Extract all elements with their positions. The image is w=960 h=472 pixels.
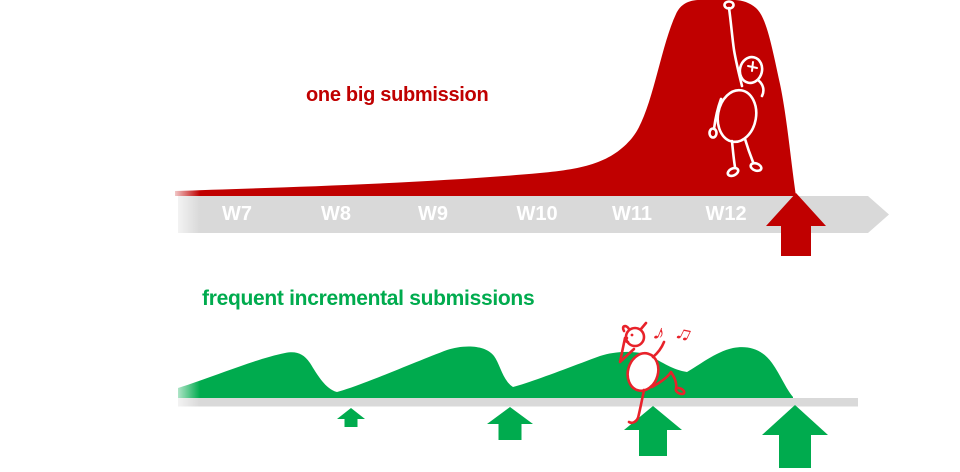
big-submission-curve <box>175 0 796 196</box>
submission-arrow-4-icon <box>762 405 828 468</box>
week-label-w8: W8 <box>321 203 351 225</box>
bottom-title: frequent incremental submissions <box>202 287 535 310</box>
week-label-w12: W12 <box>705 203 747 225</box>
deadline-arrow-icon <box>766 193 826 256</box>
submission-arrow-1-icon <box>337 408 365 427</box>
top-timeline-bar <box>178 196 889 233</box>
week-label-w11: W11 <box>611 203 653 225</box>
incremental-submissions-curve <box>178 346 793 399</box>
hanged-stick-figure-icon <box>708 0 765 178</box>
fade-overlay-top <box>168 178 200 238</box>
submission-arrow-2-icon <box>487 407 533 440</box>
bottom-timeline-bar <box>178 398 858 407</box>
submission-arrow-3-icon <box>624 406 682 456</box>
week-label-w9: W9 <box>418 203 448 225</box>
fade-overlay-bottom <box>168 340 200 410</box>
top-title: one big submission <box>306 84 489 106</box>
week-label-w10: W10 <box>516 203 558 225</box>
week-label-w7: W7 <box>222 203 252 225</box>
dancing-stick-figure-icon <box>618 321 686 425</box>
